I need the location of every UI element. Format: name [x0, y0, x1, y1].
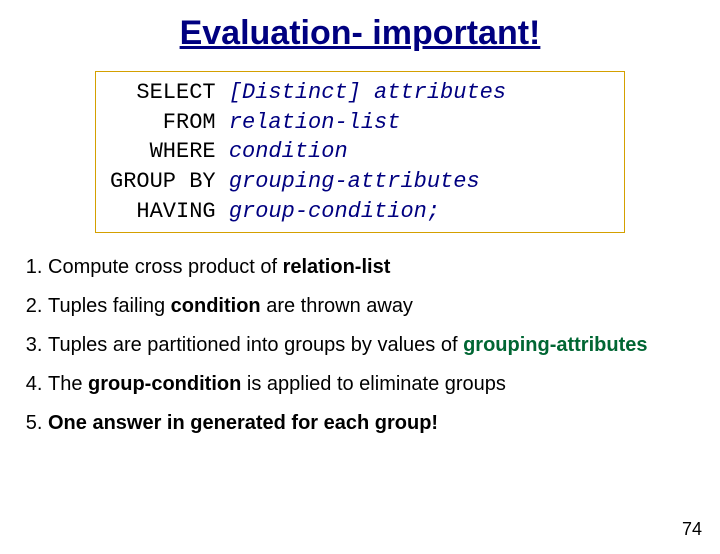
step-text: are thrown away: [261, 295, 413, 317]
slide-title: Evaluation- important!: [0, 14, 720, 53]
sql-keyword: HAVING: [110, 199, 216, 224]
list-item: The group-condition is applied to elimin…: [48, 372, 698, 397]
step-text: Tuples failing: [48, 295, 171, 317]
page-number: 74: [682, 519, 702, 540]
step-bold-text: One answer in generated for each group!: [48, 412, 438, 434]
sql-attr: relation-list: [216, 110, 401, 135]
step-green-term: grouping-attributes: [463, 334, 647, 356]
step-bold-term: condition: [171, 295, 261, 317]
list-item: One answer in generated for each group!: [48, 411, 698, 436]
step-text: Compute cross product of: [48, 256, 283, 278]
sql-attr: condition: [216, 139, 348, 164]
evaluation-steps: Compute cross product of relation-list T…: [22, 255, 698, 436]
sql-syntax-box: SELECT [Distinct] attributes FROM relati…: [95, 71, 625, 233]
sql-row: HAVING group-condition;: [110, 197, 610, 227]
sql-attr: grouping-attributes: [216, 169, 480, 194]
sql-row: FROM relation-list: [110, 108, 610, 138]
sql-attr: [Distinct] attributes: [216, 80, 506, 105]
step-bold-term: relation-list: [283, 256, 391, 278]
sql-keyword: WHERE: [110, 139, 216, 164]
step-text: Tuples are partitioned into groups by va…: [48, 334, 463, 356]
sql-row: WHERE condition: [110, 137, 610, 167]
sql-keyword: GROUP BY: [110, 169, 216, 194]
sql-row: GROUP BY grouping-attributes: [110, 167, 610, 197]
sql-keyword: FROM: [110, 110, 216, 135]
sql-keyword: SELECT: [110, 80, 216, 105]
list-item: Tuples failing condition are thrown away: [48, 294, 698, 319]
sql-row: SELECT [Distinct] attributes: [110, 78, 610, 108]
sql-attr: group-condition;: [216, 199, 440, 224]
step-bold-term: group-condition: [88, 373, 241, 395]
step-text: is applied to eliminate groups: [241, 373, 506, 395]
list-item: Tuples are partitioned into groups by va…: [48, 333, 698, 358]
step-text: The: [48, 373, 88, 395]
list-item: Compute cross product of relation-list: [48, 255, 698, 280]
